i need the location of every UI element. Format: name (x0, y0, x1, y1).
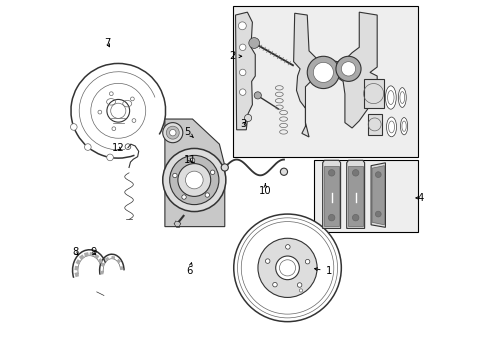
Circle shape (109, 92, 113, 95)
Circle shape (285, 245, 289, 249)
Text: 2: 2 (228, 51, 241, 61)
Circle shape (210, 170, 214, 175)
Ellipse shape (398, 87, 406, 107)
Circle shape (132, 119, 136, 122)
Bar (363, 79, 383, 108)
Circle shape (239, 44, 245, 50)
Bar (233, 6, 418, 157)
Text: 10: 10 (259, 184, 271, 197)
Circle shape (258, 238, 317, 297)
Circle shape (328, 170, 334, 176)
Polygon shape (371, 166, 384, 225)
Circle shape (166, 126, 179, 139)
Circle shape (352, 170, 358, 176)
Circle shape (178, 163, 210, 197)
Ellipse shape (388, 121, 394, 133)
Circle shape (280, 168, 287, 175)
Circle shape (169, 156, 219, 204)
Bar (75, 259, 81, 265)
Circle shape (306, 56, 339, 89)
Circle shape (313, 62, 333, 82)
Bar (98, 258, 103, 264)
Circle shape (299, 289, 302, 292)
Bar (101, 262, 104, 267)
Circle shape (172, 173, 177, 178)
Circle shape (163, 123, 183, 143)
Circle shape (239, 89, 245, 95)
Circle shape (204, 193, 209, 197)
Text: 6: 6 (186, 263, 192, 276)
Bar (79, 255, 84, 260)
Circle shape (233, 214, 341, 321)
Polygon shape (293, 12, 376, 137)
Bar (84, 252, 89, 257)
Text: 3: 3 (240, 119, 246, 129)
Circle shape (272, 282, 277, 287)
Circle shape (297, 283, 301, 287)
Polygon shape (324, 166, 339, 226)
Bar (111, 256, 115, 259)
Bar (314, 160, 418, 232)
Text: 8: 8 (72, 247, 78, 257)
Circle shape (70, 124, 77, 130)
Text: 5: 5 (183, 127, 193, 137)
Circle shape (275, 256, 299, 280)
Bar (104, 257, 109, 261)
Polygon shape (370, 163, 385, 227)
Text: 7: 7 (104, 38, 110, 48)
Polygon shape (346, 160, 364, 228)
Text: 9: 9 (90, 247, 97, 257)
Circle shape (254, 92, 261, 99)
Circle shape (341, 62, 355, 76)
Circle shape (352, 215, 358, 221)
Circle shape (84, 144, 91, 150)
Ellipse shape (386, 117, 396, 137)
Circle shape (107, 99, 129, 122)
Bar (100, 271, 103, 275)
Polygon shape (322, 160, 340, 228)
Circle shape (279, 260, 295, 276)
Bar (94, 254, 99, 259)
Circle shape (110, 103, 125, 118)
Bar (367, 114, 381, 135)
Text: 4: 4 (415, 193, 423, 203)
Circle shape (130, 97, 134, 101)
Bar (116, 259, 121, 264)
Circle shape (221, 164, 228, 171)
Ellipse shape (400, 118, 407, 135)
Circle shape (238, 22, 246, 30)
Circle shape (239, 69, 245, 76)
Circle shape (106, 154, 113, 161)
Circle shape (335, 56, 360, 81)
Circle shape (98, 110, 102, 114)
Bar (120, 266, 123, 270)
Ellipse shape (401, 121, 406, 131)
Circle shape (185, 171, 203, 189)
Text: 11: 11 (183, 155, 196, 165)
Polygon shape (347, 166, 363, 226)
Text: 1: 1 (314, 266, 331, 276)
Bar (89, 252, 94, 256)
Circle shape (248, 38, 259, 48)
Circle shape (112, 127, 116, 131)
Ellipse shape (385, 86, 395, 109)
Circle shape (305, 260, 309, 264)
Ellipse shape (399, 91, 404, 103)
Circle shape (328, 215, 334, 221)
Polygon shape (235, 12, 255, 130)
Circle shape (163, 148, 225, 212)
Circle shape (375, 172, 380, 177)
Circle shape (265, 259, 269, 264)
Circle shape (169, 130, 176, 136)
Bar (74, 266, 79, 270)
Circle shape (190, 158, 194, 162)
Text: 12: 12 (111, 143, 124, 153)
Circle shape (244, 114, 251, 122)
Ellipse shape (387, 90, 393, 104)
Bar (74, 272, 79, 277)
Polygon shape (164, 119, 224, 226)
Circle shape (182, 195, 186, 199)
Circle shape (375, 211, 380, 217)
